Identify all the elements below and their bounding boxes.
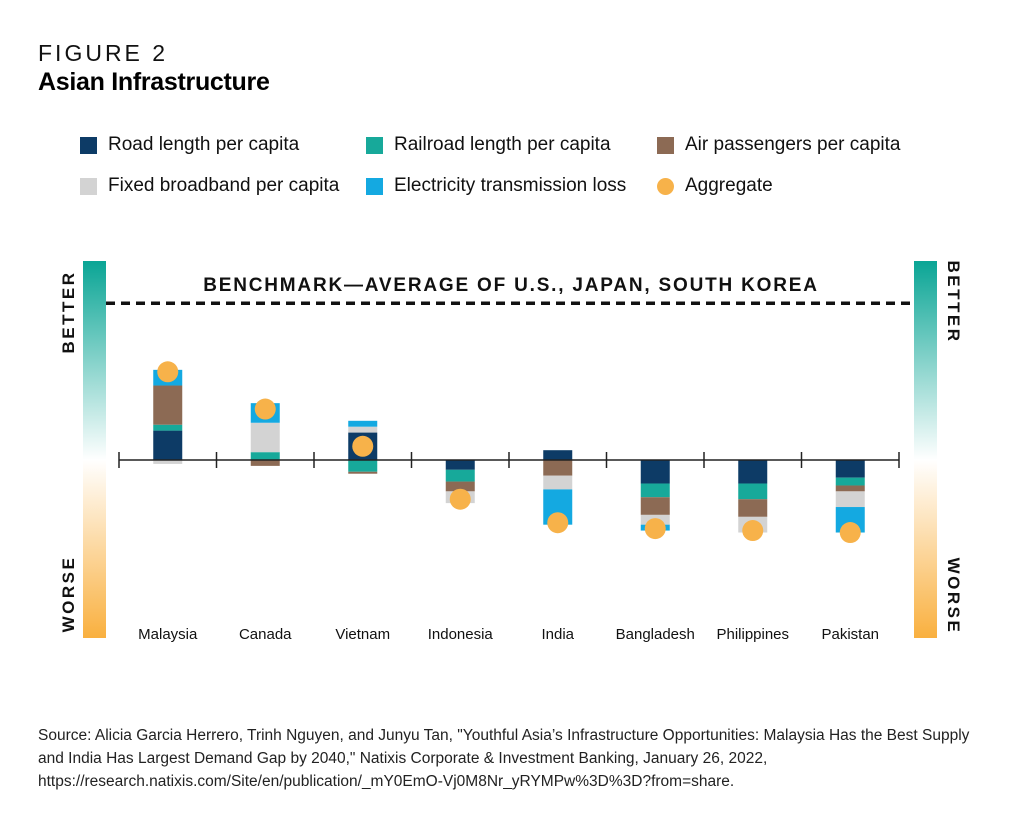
bar-segment bbox=[640, 497, 670, 515]
legend-label: Aggregate bbox=[685, 175, 773, 196]
aggregate-point bbox=[742, 520, 764, 542]
chart-title: Asian Infrastructure bbox=[38, 68, 270, 96]
bar-segment bbox=[835, 477, 865, 486]
aggregate-point bbox=[352, 435, 374, 457]
worse-gradient-left bbox=[83, 460, 106, 638]
legend-label: Air passengers per capita bbox=[685, 134, 901, 155]
bar-segment bbox=[738, 499, 768, 517]
legend-swatch bbox=[80, 136, 97, 154]
bar-segment bbox=[348, 460, 378, 472]
bar-segment bbox=[348, 420, 378, 427]
legend-label: Fixed broadband per capita bbox=[108, 175, 340, 196]
bar-segment bbox=[250, 422, 280, 453]
better-gradient-right bbox=[914, 261, 937, 460]
bar-segment bbox=[445, 460, 475, 470]
aggregate-point bbox=[839, 522, 861, 544]
better-gradient-left bbox=[83, 261, 106, 460]
x-tick-label: India bbox=[541, 626, 574, 643]
x-tick-label: Bangladesh bbox=[616, 626, 695, 643]
bar-segment bbox=[738, 483, 768, 500]
bar-segment bbox=[153, 460, 183, 464]
x-tick-label: Canada bbox=[239, 626, 292, 643]
x-tick-label: Malaysia bbox=[138, 626, 198, 643]
better-label-left: BETTER bbox=[59, 271, 78, 354]
x-tick-label: Pakistan bbox=[821, 626, 879, 643]
aggregate-point bbox=[254, 398, 276, 420]
bar-segment bbox=[445, 481, 475, 492]
bar-segment bbox=[835, 491, 865, 508]
legend-item: Fixed broadband per capita bbox=[80, 175, 339, 197]
worse-gradient-right bbox=[914, 460, 937, 638]
legend-label: Railroad length per capita bbox=[394, 134, 611, 155]
x-tick-label: Indonesia bbox=[428, 626, 494, 643]
figure-label: FIGURE 2 bbox=[38, 40, 169, 66]
legend-swatch bbox=[366, 136, 383, 154]
legend-dot bbox=[657, 177, 674, 195]
bar-segment bbox=[153, 430, 183, 460]
bar-segment bbox=[153, 385, 183, 425]
bar-segment bbox=[640, 483, 670, 498]
legend-item: Aggregate bbox=[657, 175, 773, 197]
worse-label-left: WORSE bbox=[59, 556, 78, 633]
aggregate-point bbox=[449, 488, 471, 510]
legend-swatch bbox=[80, 177, 97, 195]
bar-segment bbox=[835, 460, 865, 478]
legend-item: Electricity transmission loss bbox=[366, 175, 626, 197]
aggregate-point bbox=[157, 361, 179, 383]
legend-label: Electricity transmission loss bbox=[394, 175, 627, 196]
bar-segment bbox=[250, 460, 280, 466]
bar-segment bbox=[640, 460, 670, 484]
worse-label-right: WORSE bbox=[944, 558, 963, 635]
bar-segment bbox=[543, 450, 573, 460]
better-label-right: BETTER bbox=[944, 261, 963, 344]
benchmark-label: BENCHMARK—AVERAGE OF U.S., JAPAN, SOUTH … bbox=[203, 275, 819, 296]
legend-item: Railroad length per capita bbox=[366, 134, 611, 156]
bar-segment bbox=[153, 424, 183, 431]
bar-segment bbox=[250, 452, 280, 460]
aggregate-point bbox=[644, 518, 666, 540]
x-tick-label: Philippines bbox=[716, 626, 789, 643]
aggregate-point bbox=[547, 512, 569, 534]
legend-swatch bbox=[366, 177, 383, 195]
legend-swatch bbox=[657, 136, 674, 154]
bar-segment bbox=[348, 426, 378, 433]
bar-segment bbox=[543, 475, 573, 490]
bar-segment bbox=[835, 485, 865, 492]
source-note: Source: Alicia Garcia Herrero, Trinh Ngu… bbox=[38, 727, 970, 790]
legend-item: Road length per capita bbox=[80, 134, 299, 156]
legend-item: Air passengers per capita bbox=[657, 134, 900, 156]
bar-segment bbox=[543, 460, 573, 476]
x-tick-label: Vietnam bbox=[335, 626, 390, 643]
legend-label: Road length per capita bbox=[108, 134, 300, 155]
bar-segment bbox=[348, 471, 378, 474]
bar-segment bbox=[738, 460, 768, 484]
bar-segment bbox=[445, 469, 475, 482]
plot-area: Malaysia Canada Vietnam Indonesia India Bangl… bbox=[106, 301, 914, 643]
